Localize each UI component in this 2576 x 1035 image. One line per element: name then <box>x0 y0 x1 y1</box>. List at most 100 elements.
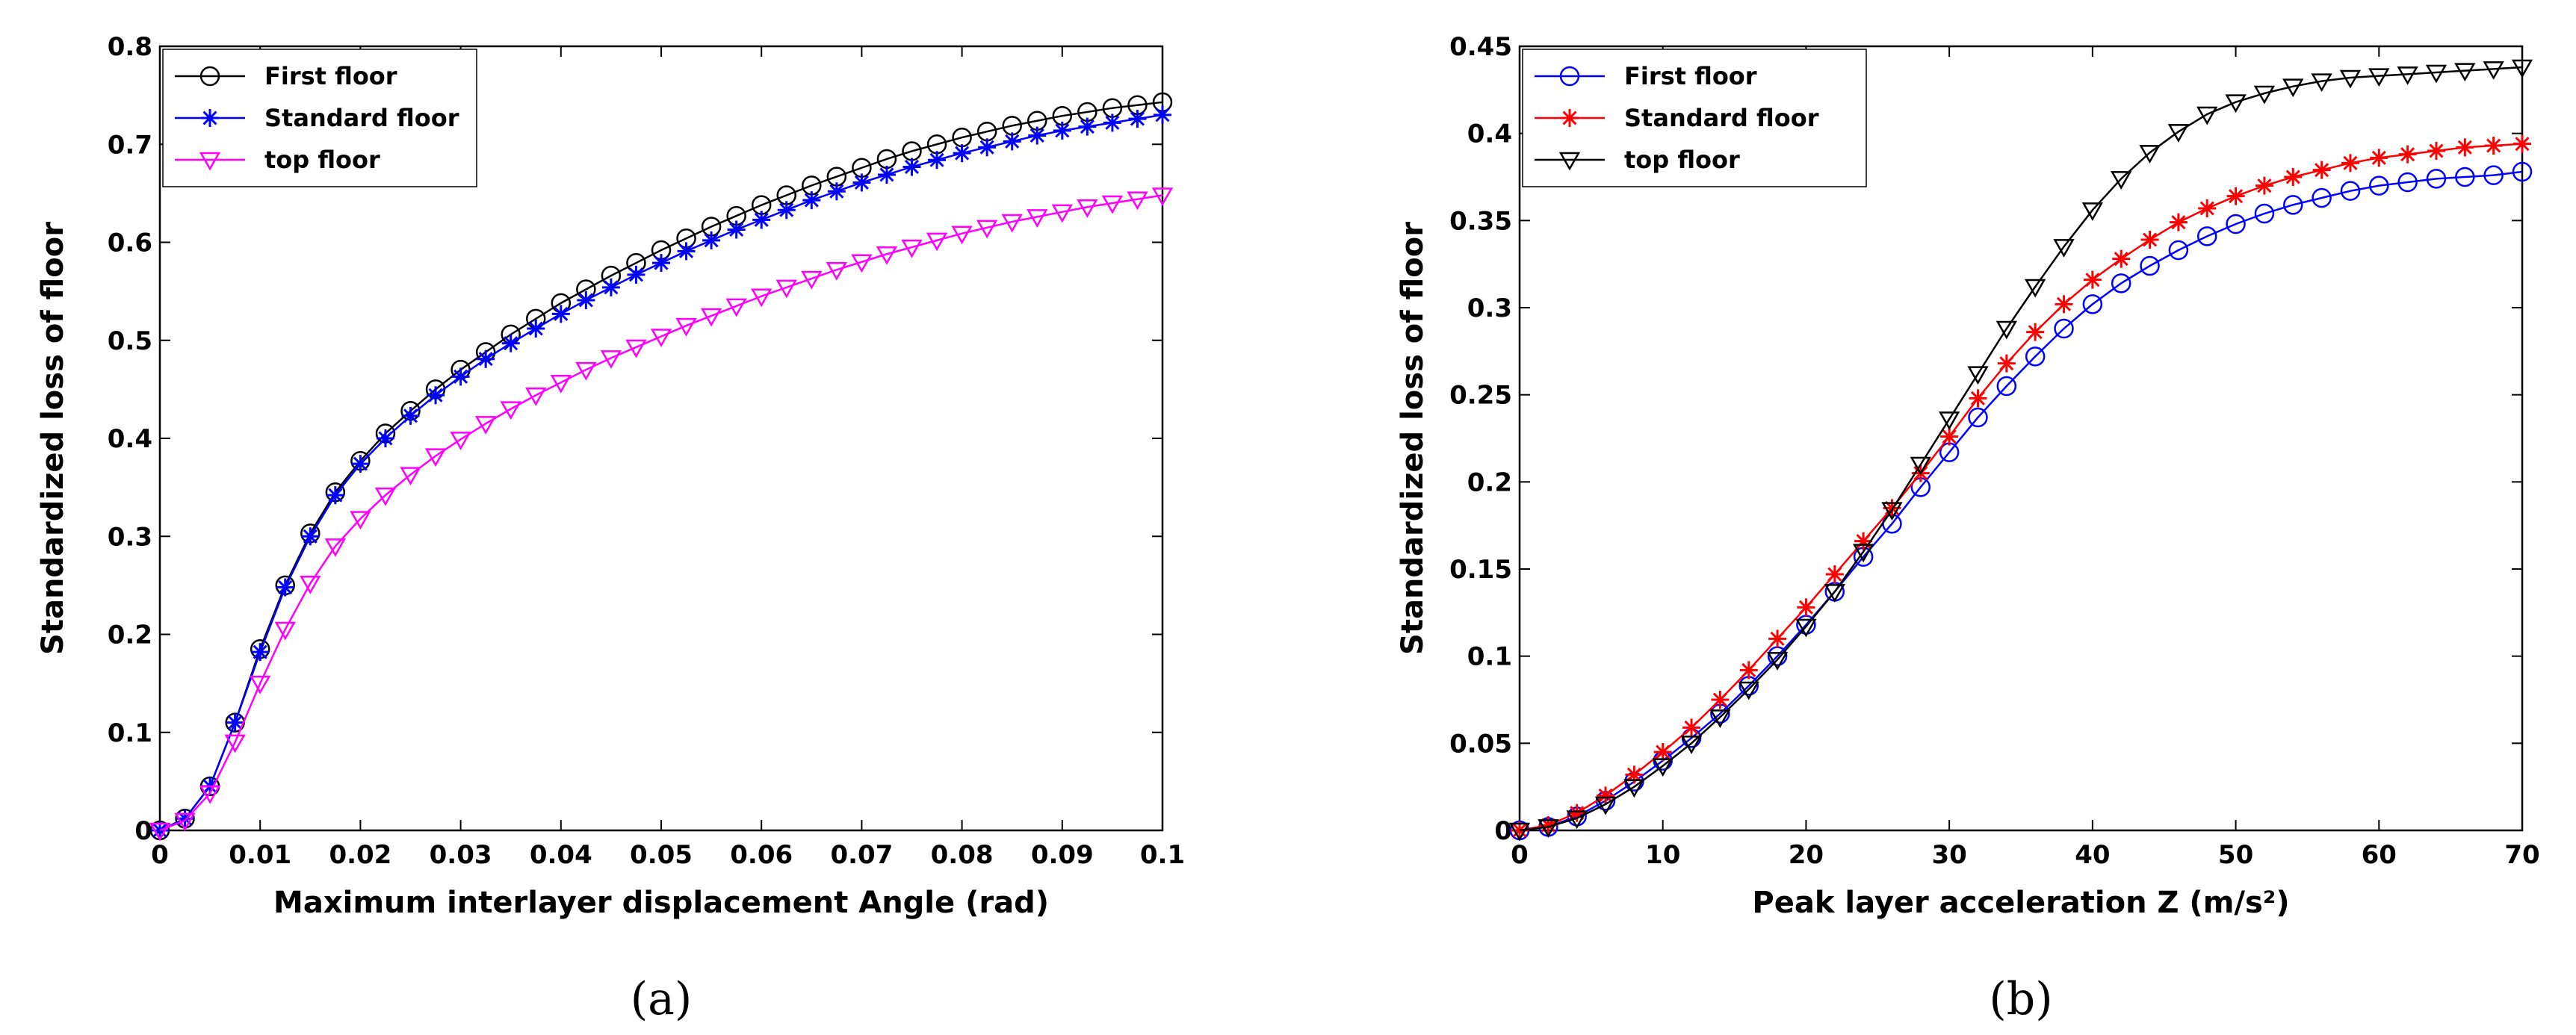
y-tick-label: 0.4 <box>1467 119 1512 149</box>
data-point <box>675 317 697 337</box>
chart-b: 0 10 20 30 40 50 60 70 0 0.05 0.1 0.15 0.2 0.25 0.3 0.3… <box>1396 32 2540 1025</box>
data-point <box>2426 169 2447 189</box>
data-point <box>451 367 470 386</box>
data-point <box>2368 68 2390 87</box>
data-point <box>625 339 647 358</box>
y-tick-label: 0.6 <box>108 229 152 258</box>
data-point <box>1768 630 1787 648</box>
data-point <box>174 812 196 832</box>
legend-marker <box>1558 152 1581 171</box>
chart-a: 0 0.01 0.02 0.03 0.04 0.05 0.06 0.07 0.08 0.09 0.1… <box>36 32 1185 1025</box>
data-point <box>1682 718 1701 737</box>
data-point <box>1968 407 1988 428</box>
data-point <box>926 232 948 252</box>
x-tick-label: 0.04 <box>530 840 592 870</box>
y-tick-label: 0.2 <box>108 621 152 650</box>
data-point <box>2140 231 2159 249</box>
data-point <box>2483 165 2504 185</box>
data-point <box>2425 64 2447 84</box>
data-point <box>1151 187 1174 207</box>
data-point <box>326 486 344 505</box>
data-point <box>450 432 471 450</box>
data-point <box>1766 652 1789 671</box>
data-point <box>1003 132 1021 151</box>
y-tick-label: 0.45 <box>1449 32 1512 62</box>
series-line <box>159 101 1163 832</box>
series-line <box>159 194 1163 832</box>
data-point <box>2454 63 2476 82</box>
data-point <box>1101 195 1124 214</box>
data-point <box>2483 61 2504 80</box>
data-point <box>2226 187 2245 205</box>
series-top-floor <box>1508 59 2533 842</box>
data-point <box>2111 171 2132 190</box>
y-tick-label: 0.8 <box>108 32 152 62</box>
data-point <box>2312 187 2332 208</box>
x-tick-label: 0.07 <box>830 840 893 870</box>
data-point <box>802 191 821 210</box>
data-point <box>424 448 447 467</box>
x-axis-label: Peak layer acceleration Z (m/s²) <box>1752 886 2289 920</box>
data-point <box>827 182 846 201</box>
data-point <box>1078 117 1097 136</box>
data-point <box>2025 279 2046 298</box>
y-tick-label: 0.4 <box>108 424 152 454</box>
legend-label: Standard floor <box>264 104 459 132</box>
data-point <box>477 349 495 368</box>
data-point <box>2512 161 2533 182</box>
x-tick-label: 0.01 <box>229 840 291 870</box>
data-point <box>2111 273 2131 293</box>
data-point <box>1051 204 1073 223</box>
data-point <box>1053 121 1071 140</box>
data-point <box>2082 294 2103 314</box>
data-point <box>2026 323 2045 341</box>
data-point <box>324 538 347 557</box>
x-tick-label: 0.08 <box>931 840 994 870</box>
data-point <box>251 643 270 662</box>
data-point <box>2513 134 2531 153</box>
data-point <box>250 675 271 694</box>
data-point <box>1077 199 1098 218</box>
data-point <box>2398 145 2417 164</box>
data-point <box>176 809 194 828</box>
data-point <box>677 242 696 261</box>
data-point <box>500 401 521 420</box>
data-point <box>1797 598 1815 617</box>
data-point <box>951 226 973 245</box>
data-point <box>351 455 370 473</box>
data-point <box>601 278 620 296</box>
series-standard-floor <box>151 105 1171 839</box>
data-point <box>2511 59 2533 78</box>
x-tick-label: 0.09 <box>1031 840 1094 870</box>
data-point <box>1739 661 1758 680</box>
y-tick-label: 0 <box>1494 816 1512 846</box>
legend-marker <box>201 109 219 127</box>
data-point <box>725 298 747 317</box>
data-point <box>400 467 421 486</box>
data-point <box>2255 176 2273 195</box>
x-tick-label: 20 <box>1789 840 1824 870</box>
data-point <box>928 151 947 170</box>
x-tick-label: 70 <box>2504 840 2539 870</box>
data-point <box>953 144 971 163</box>
plot-frame <box>1518 45 2524 832</box>
data-point <box>1680 736 1703 754</box>
data-point <box>1940 427 1959 446</box>
data-point <box>226 713 244 732</box>
series-top-floor <box>149 187 1174 842</box>
data-point <box>2341 154 2359 172</box>
data-point <box>2427 142 2445 160</box>
x-tick-label: 0 <box>1511 840 1529 870</box>
data-point <box>901 239 923 258</box>
data-point <box>1508 822 1531 842</box>
data-point <box>1001 214 1023 233</box>
data-point <box>224 734 246 753</box>
data-point <box>752 211 771 229</box>
data-point <box>775 279 797 299</box>
data-point <box>199 785 221 804</box>
y-tick-label: 0.05 <box>1449 729 1512 759</box>
x-tick-label: 0 <box>151 840 169 870</box>
data-point <box>902 158 921 176</box>
data-point <box>550 374 572 394</box>
